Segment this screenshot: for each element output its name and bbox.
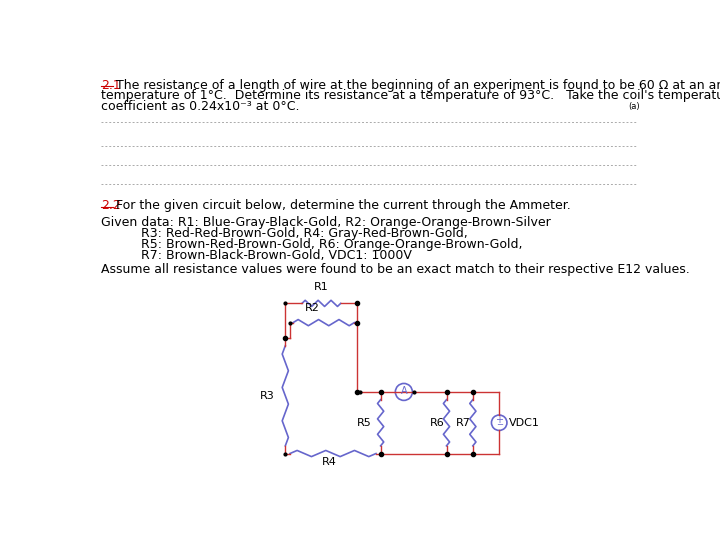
Text: R1: R1 [314, 282, 329, 292]
Text: (a): (a) [629, 102, 640, 110]
Text: The resistance of a length of wire at the beginning of an experiment is found to: The resistance of a length of wire at th… [116, 79, 720, 92]
Text: R2: R2 [305, 302, 320, 313]
Text: For the given circuit below, determine the current through the Ammeter.: For the given circuit below, determine t… [116, 199, 570, 212]
Text: Assume all resistance values were found to be an exact match to their respective: Assume all resistance values were found … [101, 264, 690, 277]
Text: 2.1: 2.1 [101, 79, 121, 92]
Text: A: A [400, 386, 408, 396]
Text: −: − [495, 420, 503, 430]
Text: 2.2: 2.2 [101, 199, 121, 212]
Text: R4: R4 [322, 458, 336, 467]
Text: R7: Brown-Black-Brown-Gold, VDC1: 1000V: R7: Brown-Black-Brown-Gold, VDC1: 1000V [101, 248, 412, 262]
Text: coefficient as 0.24x10⁻³ at 0°C.: coefficient as 0.24x10⁻³ at 0°C. [101, 100, 300, 113]
Text: R3: Red-Red-Brown-Gold, R4: Gray-Red-Brown-Gold,: R3: Red-Red-Brown-Gold, R4: Gray-Red-Bro… [101, 227, 467, 240]
Text: temperature of 1°C.  Determine its resistance at a temperature of 93°C.   Take t: temperature of 1°C. Determine its resist… [101, 89, 720, 102]
Text: R5: Brown-Red-Brown-Gold, R6: Orange-Orange-Brown-Gold,: R5: Brown-Red-Brown-Gold, R6: Orange-Ora… [101, 238, 522, 251]
Text: R6: R6 [429, 418, 444, 428]
Text: R7: R7 [456, 418, 471, 428]
Text: +: + [495, 416, 503, 425]
Text: R3: R3 [260, 391, 274, 401]
Text: VDC1: VDC1 [509, 418, 540, 428]
Text: Given data: R1: Blue-Gray-Black-Gold, R2: Orange-Orange-Brown-Silver: Given data: R1: Blue-Gray-Black-Gold, R2… [101, 216, 551, 230]
Text: R5: R5 [356, 418, 372, 428]
